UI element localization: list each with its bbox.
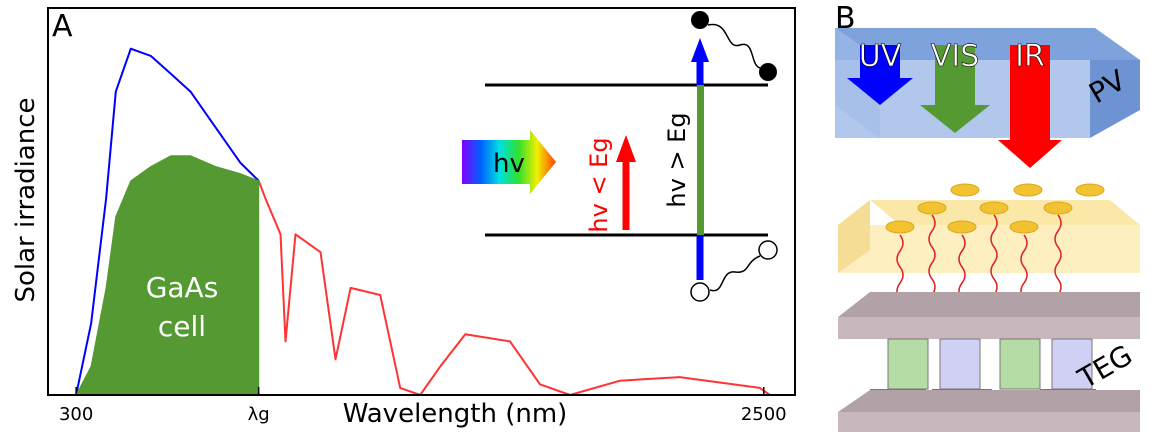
light-label: UV [859, 39, 902, 74]
x-tick-label: 2500 [741, 404, 787, 425]
light-label: IR [1015, 39, 1045, 74]
line [257, 180, 771, 396]
x-tick-label: 300 [59, 404, 93, 425]
x-axis-label: Wavelength (nm) [343, 399, 568, 429]
device-diagram [835, 28, 1140, 432]
area [75, 155, 260, 396]
annotation: hv > Eg [663, 112, 691, 207]
spectrum-plot [75, 47, 771, 396]
panel-label: A [52, 9, 73, 44]
annotation: hv < Eg [585, 137, 613, 232]
annotation: hv [493, 149, 525, 179]
x-tick-label: λg [248, 404, 270, 425]
annotation: cell [158, 310, 206, 343]
annotation: GaAs [146, 271, 219, 304]
panel-label: B [835, 1, 856, 36]
y-axis-label: Solar irradiance [11, 97, 41, 302]
light-label: VIS [931, 39, 979, 74]
line [75, 47, 260, 396]
plot-frame [47, 7, 796, 396]
band-diagram [462, 11, 778, 302]
